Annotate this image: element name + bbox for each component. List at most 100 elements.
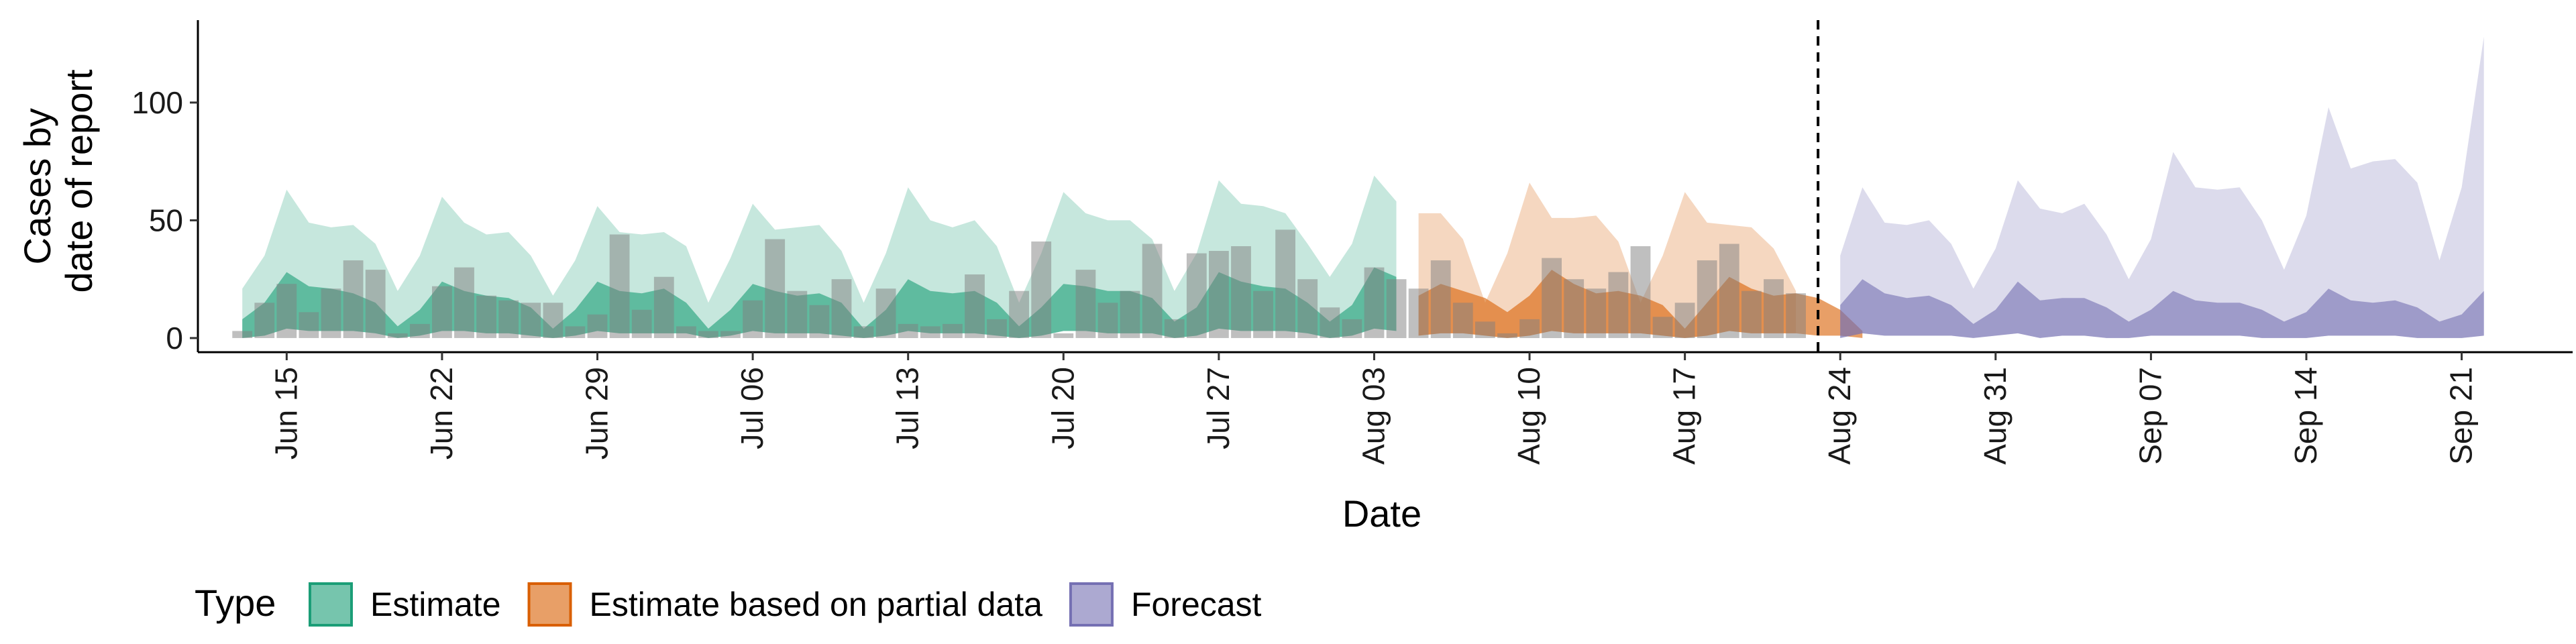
x-tick-label: Aug 31 [1978,367,2012,465]
observed-bar [365,270,386,338]
observed-bar [1164,319,1185,338]
x-tick-label: Sep 14 [2288,367,2323,465]
observed-bar [898,323,918,338]
legend-title: Type [195,582,276,624]
observed-bar [232,331,253,338]
observed-bar [1297,279,1318,338]
observed-bar [1053,333,1074,338]
observed-bar [476,295,496,338]
observed-bar [1342,319,1362,338]
observed-bar [299,312,319,338]
observed-bar [1564,279,1585,338]
observed-bar [1719,244,1739,338]
legend-label-forecast: Forecast [1131,586,1262,623]
observed-bar [1320,307,1340,338]
observed-bar [1674,303,1695,338]
observed-bar [1209,251,1229,338]
y-tick-label: 0 [166,321,183,356]
legend-label-estimate: Estimate [370,586,501,623]
x-tick-label: Jul 20 [1045,367,1080,449]
observed-bar [1275,229,1295,338]
y-tick-label: 50 [149,203,183,237]
observed-bar [787,290,808,338]
observed-bar [521,303,541,338]
observed-bar [1542,258,1562,338]
observed-bar [321,288,341,338]
observed-bar [454,267,474,338]
legend-swatch-estimate-based-on-partial-data [527,582,572,627]
observed-bar [1186,253,1207,338]
forecast-90-interval [1840,36,2484,338]
observed-bar [410,323,430,338]
x-axis-ticks: Jun 15 Jun 22 Jun 29 Jul 06 Jul 13 Jul 20 Jul … [268,352,2479,465]
observed-bar [1497,333,1517,338]
observed-bar [676,326,696,338]
ribbon-areas [242,36,2484,338]
observed-bar [1741,290,1762,338]
observed-bar [1142,244,1163,338]
x-tick-label: Aug 03 [1356,367,1391,465]
observed-bar [943,323,963,338]
observed-bar [1475,321,1495,338]
observed-bar [875,288,896,338]
legend-swatch-estimate [309,582,353,627]
forecast-50-interval [1840,279,2484,338]
observed-bar [1253,290,1273,338]
observed-bar [743,300,763,338]
observed-bar [1586,288,1607,338]
observed-bar [387,333,408,338]
x-axis-title: Date [1342,492,1421,535]
observed-bar [653,276,674,338]
y-axis-title: Cases by date of report [16,69,100,293]
x-tick-label: Jun 29 [580,367,614,460]
observed-bar [631,309,652,338]
observed-bar [809,305,830,338]
x-tick-label: Jul 06 [735,367,769,449]
x-tick-label: Aug 24 [1822,367,1857,465]
observed-bar [1031,241,1052,338]
observed-bar [1408,288,1429,338]
observed-bar [432,286,452,338]
observed-bar [765,239,786,338]
observed-bar [1630,246,1651,338]
observed-bar [1608,272,1629,338]
x-tick-label: Sep 07 [2133,367,2167,465]
observed-bars [232,229,1806,338]
observed-bar [1231,246,1251,338]
observed-bar [543,303,564,338]
observed-bar [1452,303,1473,338]
observed-bar [276,284,297,338]
y-tick-label: 100 [131,85,183,120]
observed-bar [965,274,985,338]
x-tick-label: Jun 15 [268,367,303,460]
y-axis-ticks: 0 50 100 [131,85,198,356]
observed-bar [1386,279,1407,338]
observed-bar [720,331,741,338]
observed-bar [498,300,519,338]
legend-label-estimate-based-on-partial-data: Estimate based on partial data [590,586,1043,623]
observed-bar [1009,290,1029,338]
observed-bar [987,319,1007,338]
x-tick-label: Jul 13 [890,367,925,449]
x-tick-label: Sep 21 [2444,367,2479,465]
observed-bar [254,303,275,338]
x-tick-label: Jul 27 [1201,367,1236,449]
observed-bar [1120,290,1140,338]
observed-bar [1697,260,1717,338]
observed-bar [1786,293,1806,338]
observed-bar [587,314,608,338]
y-axis-title-line-2: date of report [58,69,100,293]
y-axis-title-line-1: Cases by [16,108,58,264]
observed-bar [1519,319,1540,338]
observed-bar [1097,303,1118,338]
observed-bar [343,260,364,338]
x-tick-label: Jun 22 [424,367,459,460]
x-tick-label: Aug 17 [1667,367,1702,465]
observed-bar [698,331,718,338]
observed-bar [609,234,630,338]
observed-bar [1652,317,1673,338]
observed-bar [1430,260,1451,338]
observed-bar [853,326,874,338]
observed-bar [565,326,586,338]
